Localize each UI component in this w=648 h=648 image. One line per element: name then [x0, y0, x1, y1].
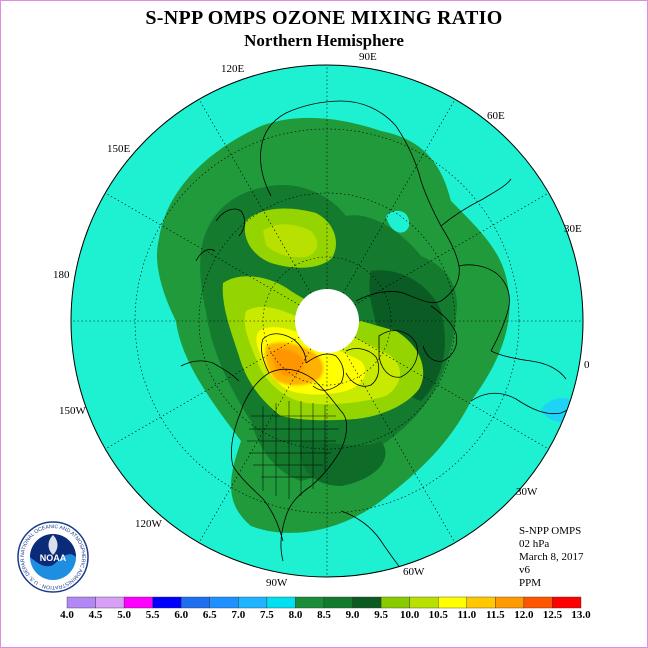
- colorbar-tick-label: 12.5: [542, 609, 563, 621]
- colorbar-swatch: [523, 596, 553, 609]
- colorbar-swatch: [409, 596, 439, 609]
- lon-label-180: 180: [53, 269, 70, 281]
- figure-title: S-NPP OMPS OZONE MIXING RATIO: [145, 7, 503, 29]
- lon-label-150w: 150W: [59, 405, 86, 417]
- meridian-line: [198, 348, 312, 543]
- colorbar-tick-label: 11.0: [457, 609, 477, 621]
- polar-no-data: [295, 289, 359, 353]
- colorbar-tick-label: 10.0: [400, 609, 420, 621]
- lon-label-0: 0: [584, 359, 590, 371]
- map-boundary: [70, 64, 584, 578]
- colorbar-swatch: [209, 596, 239, 609]
- colorbar-swatch: [323, 596, 353, 609]
- colorbar-swatch: [238, 596, 268, 609]
- lon-label-120w: 120W: [135, 518, 162, 530]
- colorbar-swatch: [181, 596, 210, 609]
- colorbar-tick-label: 8.0: [288, 609, 303, 621]
- lon-label-120e: 120E: [221, 63, 245, 75]
- colorbar-tick-label: 8.5: [317, 609, 331, 621]
- colorbar-tick-label: 6.0: [174, 609, 189, 621]
- political-boundaries: [247, 401, 339, 499]
- colorbar-swatch: [123, 596, 153, 609]
- meridian-line: [354, 336, 549, 450]
- lon-label-30e: 30E: [564, 223, 582, 235]
- colorbar-swatch: [66, 596, 96, 609]
- colorbar-swatch: [466, 596, 496, 609]
- meridian-line: [198, 99, 312, 294]
- colorbar-tick-label: 4.0: [60, 609, 74, 621]
- logo-text: NOAA: [40, 553, 67, 563]
- colorbar-swatch: [552, 596, 582, 609]
- colorbar-tick-label: 11.5: [486, 609, 505, 621]
- colorbar-swatch: [495, 596, 525, 609]
- colorbar-tick-label: 7.5: [260, 609, 274, 621]
- colorbar-swatch: [152, 596, 182, 609]
- meridian-line: [342, 348, 456, 543]
- lon-label-90e: 90E: [359, 51, 377, 63]
- colorbar-tick-label: 13.0: [571, 609, 591, 621]
- lon-label-60e: 60E: [487, 110, 505, 122]
- graticule: [71, 65, 583, 577]
- colorbar-swatch: [295, 596, 325, 609]
- lon-label-90w: 90W: [266, 577, 288, 589]
- contour-low-patch: [386, 210, 410, 233]
- contour-siberia-10.0: [263, 224, 318, 258]
- figure-subtitle: Northern Hemisphere: [244, 31, 404, 50]
- info-units: PPM: [519, 577, 542, 589]
- info-version: v6: [519, 564, 530, 576]
- noaa-logo: NATIONAL OCEANIC AND ATMOSPHERIC ADMINIS…: [17, 521, 89, 593]
- contour-9.0-9.5: [300, 441, 386, 486]
- colorbar-tick-label: 10.5: [428, 609, 448, 621]
- colorbar-tick-label: 7.0: [231, 609, 246, 621]
- colorbar-tick-label: 9.5: [374, 609, 388, 621]
- meridian-line: [342, 99, 456, 294]
- colorbar-tick-label: 4.5: [88, 609, 103, 621]
- lon-label-60w: 60W: [403, 566, 425, 578]
- colorbar-swatch: [380, 596, 410, 609]
- colorbar-swatch: [352, 596, 382, 609]
- colorbar-swatch: [438, 596, 467, 609]
- colorbar-tick-label: 5.0: [117, 609, 131, 621]
- info-instrument: S-NPP OMPS: [519, 525, 582, 537]
- contour-9.0: [369, 270, 445, 401]
- colorbar-tick-label: 12.0: [514, 609, 534, 621]
- colorbar-tick-label: 6.5: [202, 609, 217, 621]
- info-block: S-NPP OMPS 02 hPa March 8, 2017 v6 PPM: [519, 525, 583, 590]
- lon-label-150e: 150E: [107, 143, 131, 155]
- info-date: March 8, 2017: [519, 551, 584, 563]
- meridian-line: [354, 192, 549, 306]
- info-pressure: 02 hPa: [519, 538, 550, 550]
- colorbar-tick-label: 5.5: [145, 609, 160, 621]
- meridian-line: [105, 336, 300, 450]
- colorbar-tick-label: 9.0: [345, 609, 360, 621]
- colorbar-swatch: [95, 596, 125, 609]
- lon-label-30w: 30W: [516, 486, 538, 498]
- colorbar-swatch: [266, 596, 296, 609]
- meridian-line: [105, 192, 300, 306]
- coastlines: [180, 100, 577, 577]
